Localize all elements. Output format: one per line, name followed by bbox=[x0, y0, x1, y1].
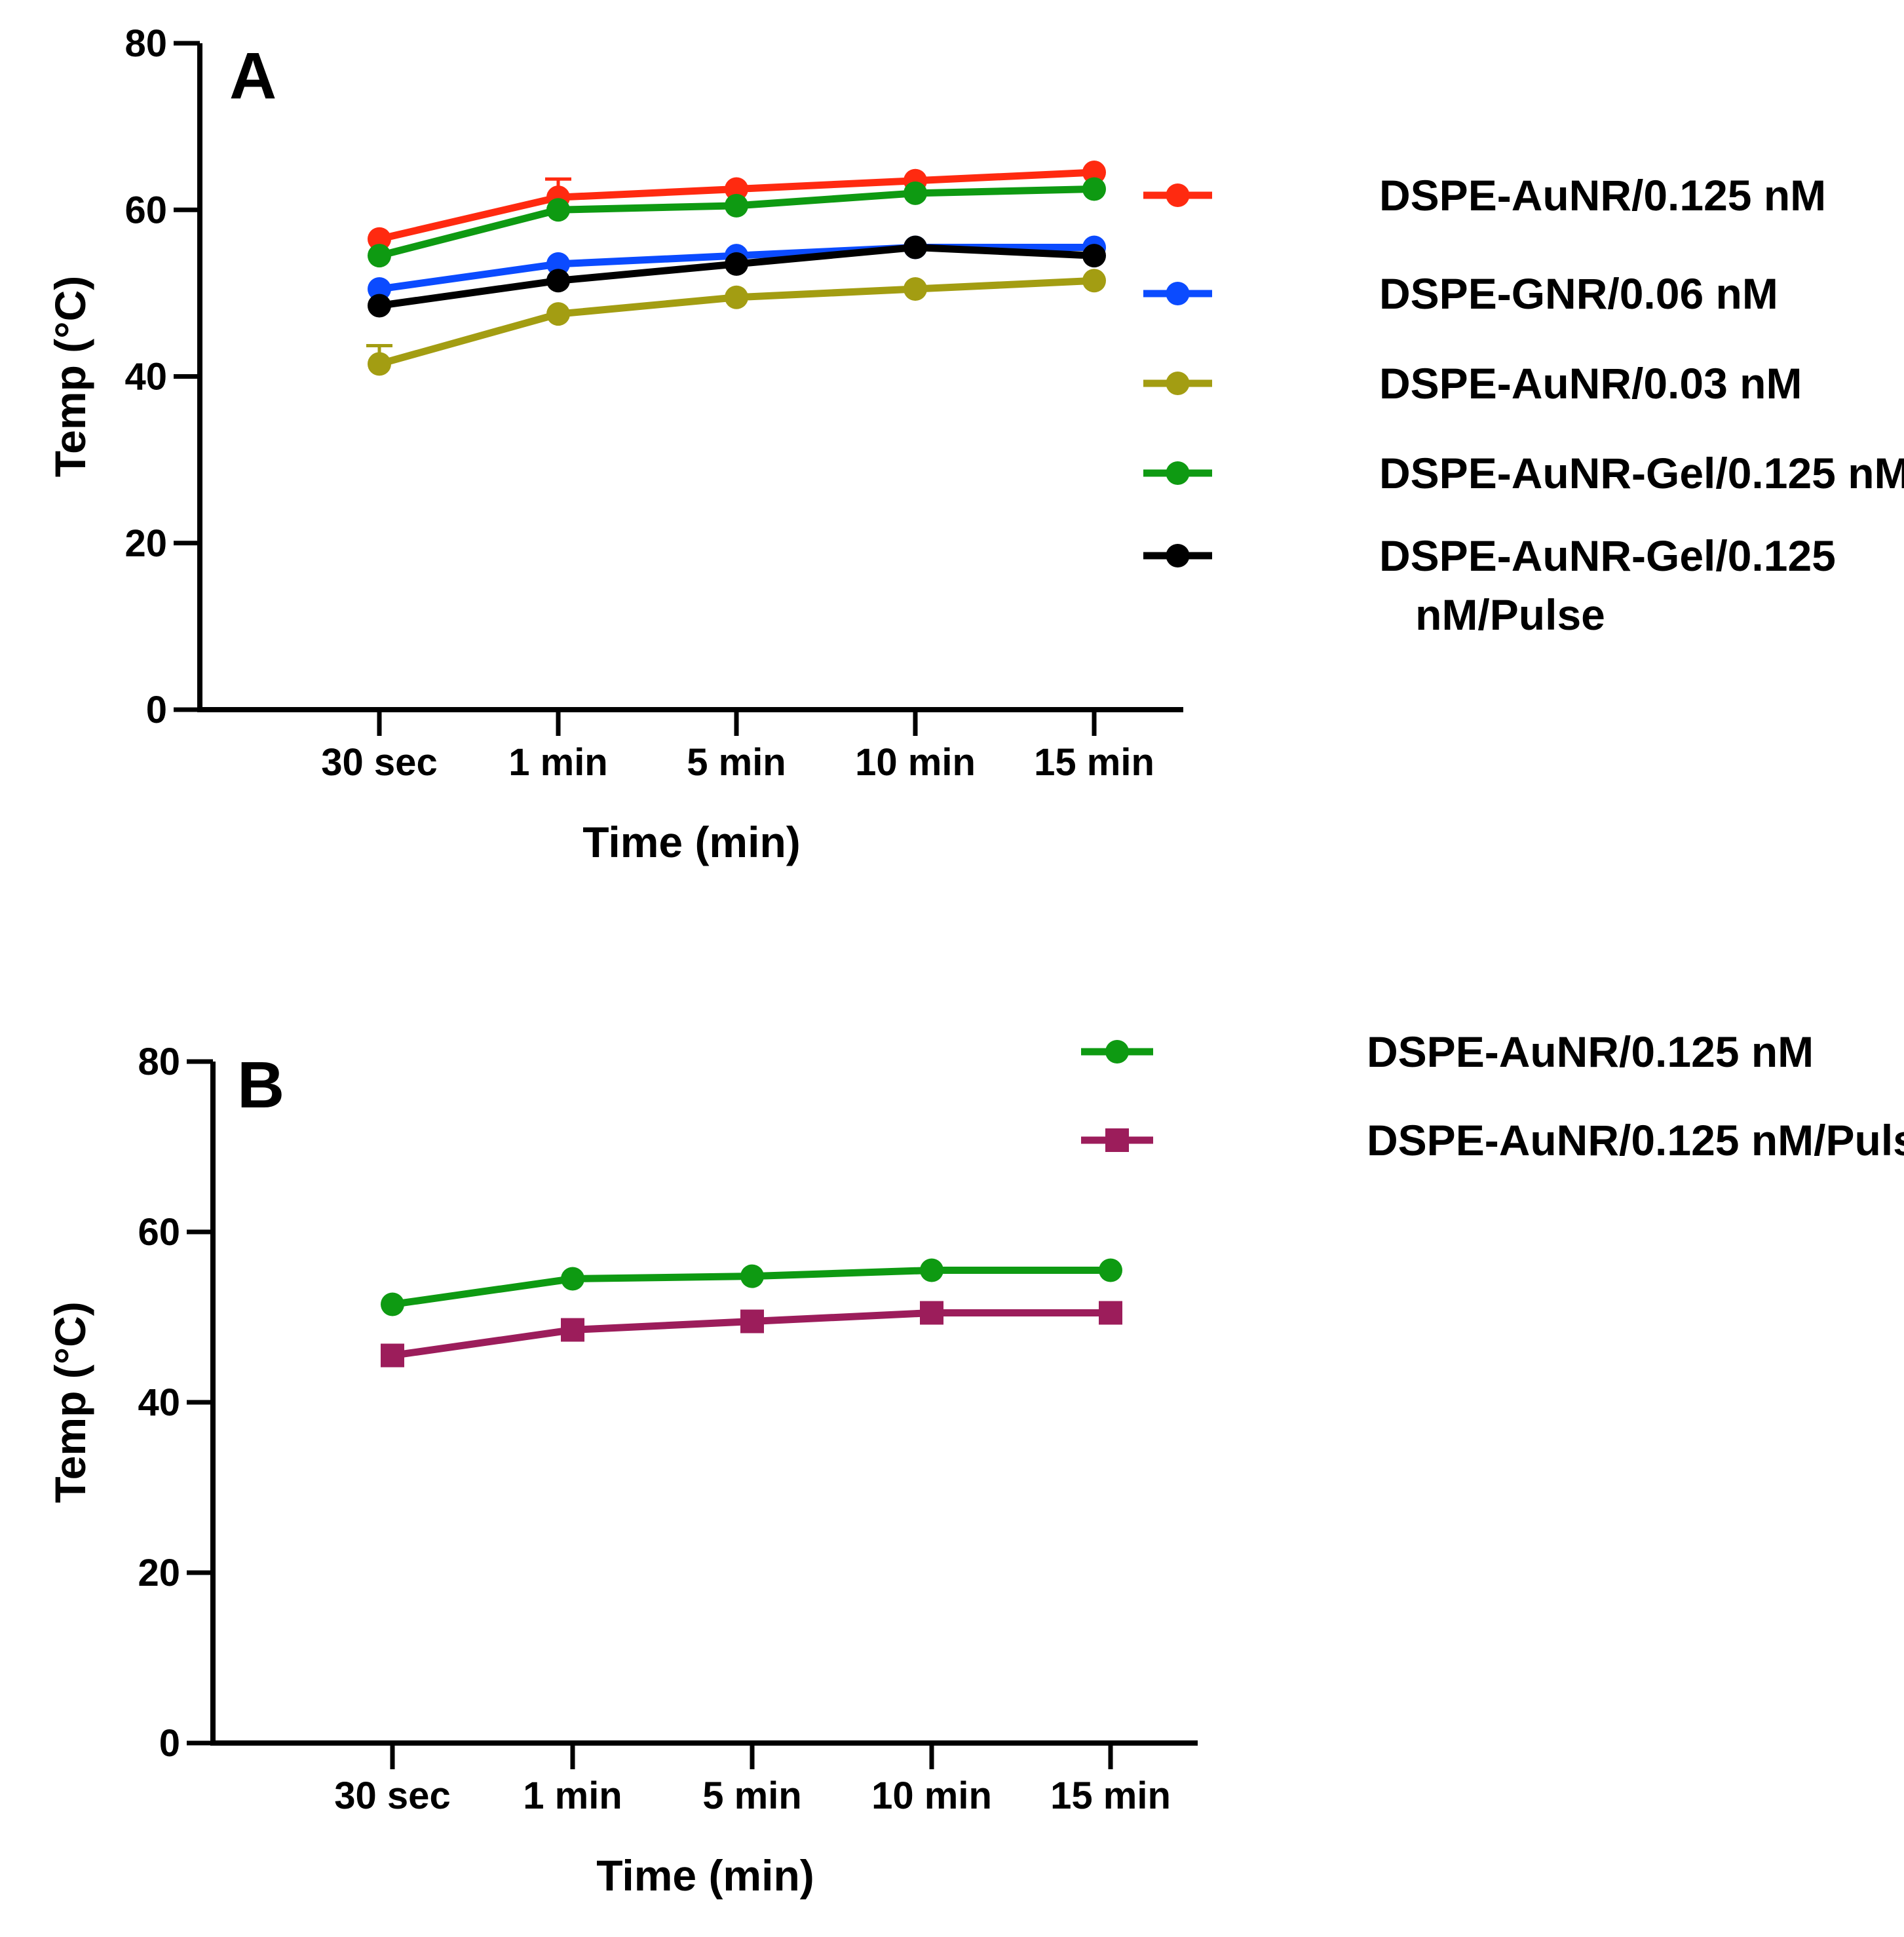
panel-a-data-point bbox=[1082, 244, 1106, 268]
panel-b-data-point bbox=[381, 1292, 404, 1316]
panel-a-data-point bbox=[546, 198, 570, 222]
panel-a-data-point bbox=[904, 181, 927, 205]
panel-b-x-tick-label: 30 sec bbox=[334, 1774, 450, 1817]
panel-a-chart: 0 20 40 60 80 30 sec 1 min 5 min 10 min 15 min Tim… bbox=[46, 22, 1904, 866]
panel-a-y-tick-label: 60 bbox=[124, 189, 167, 231]
panel-b-x-tick-label: 15 min bbox=[1050, 1774, 1171, 1817]
panel-a-series-5 bbox=[368, 235, 1106, 318]
panel-b-data-point bbox=[561, 1267, 584, 1291]
panel-b-series-2 bbox=[381, 1301, 1122, 1368]
panel-b-data-point bbox=[381, 1343, 404, 1368]
panel-a-data-point bbox=[725, 193, 748, 218]
panel-b-legend-item: DSPE-AuNR/0.125 nM bbox=[1081, 1027, 1814, 1076]
panel-b-legend-swatch-marker bbox=[1105, 1040, 1129, 1064]
panel-b-x-tick-label: 10 min bbox=[871, 1774, 992, 1817]
panel-a-x-tick-label: 10 min bbox=[855, 741, 976, 784]
panel-a-legend-swatch-marker bbox=[1166, 183, 1190, 207]
panel-a-data-point bbox=[1082, 269, 1106, 293]
panel-b-legend-label: DSPE-AuNR/0.125 nM bbox=[1367, 1027, 1814, 1076]
panel-b-data-point bbox=[1099, 1258, 1122, 1282]
panel-a-data-point bbox=[725, 252, 748, 276]
panel-a-x-tick-label: 30 sec bbox=[321, 741, 437, 784]
panel-a-data-point bbox=[546, 252, 570, 276]
panel-a-data-point bbox=[904, 235, 927, 259]
panel-b-data-point bbox=[561, 1318, 584, 1342]
panel-a-legend-item: DSPE-AuNR/0.125 nM bbox=[1143, 171, 1826, 220]
panel-a-y-tick-label: 20 bbox=[124, 522, 167, 565]
panel-b-y-tick-label: 40 bbox=[138, 1381, 180, 1424]
panel-a-data-point bbox=[368, 277, 391, 301]
panel-b-legend-item: DSPE-AuNR/0.125 nM/Pulse bbox=[1081, 1116, 1904, 1164]
panel-a-series-3 bbox=[366, 269, 1106, 376]
panel-b-x-tick-label: 1 min bbox=[523, 1774, 622, 1817]
panel-a-legend-label: DSPE-AuNR-Gel/0.125 nM bbox=[1379, 449, 1904, 497]
panel-a-data-point bbox=[546, 302, 570, 326]
panel-a-y-tick-label: 0 bbox=[146, 689, 167, 731]
panel-a-y-tick-label: 80 bbox=[124, 22, 167, 65]
panel-b-x-axis-title: Time (min) bbox=[596, 1851, 814, 1900]
panel-a-data-point bbox=[368, 352, 391, 376]
panel-a-legend-label-continued: nM/Pulse bbox=[1415, 590, 1605, 639]
panel-b-y-tick-label: 0 bbox=[159, 1722, 180, 1765]
panel-a-x-tick-label: 5 min bbox=[687, 741, 786, 784]
panel-a-legend-label: DSPE-GNR/0.06 nM bbox=[1379, 269, 1778, 318]
panel-b-y-tick-label: 60 bbox=[138, 1211, 180, 1254]
panel-b-data-point bbox=[740, 1309, 764, 1333]
panel-b-data-point bbox=[920, 1258, 943, 1282]
panel-a-legend-swatch-marker bbox=[1166, 372, 1190, 395]
panel-b-chart: 0 20 40 60 80 30 sec 1 min 5 min 10 min 15 min Tim… bbox=[46, 1027, 1904, 1900]
panel-a-panel-letter: A bbox=[229, 39, 276, 113]
panel-a-data-point bbox=[546, 269, 570, 293]
panel-b-panel-letter: B bbox=[237, 1048, 284, 1122]
panel-a-data-point bbox=[1082, 161, 1106, 185]
panel-a-data-point bbox=[725, 285, 748, 309]
panel-a-legend-swatch-marker bbox=[1166, 544, 1190, 567]
panel-a-legend-label: DSPE-AuNR/0.125 nM bbox=[1379, 171, 1826, 220]
panel-a-data-point bbox=[368, 227, 391, 251]
panel-b-y-tick-label: 20 bbox=[138, 1552, 180, 1594]
panel-a-data-point bbox=[368, 294, 391, 318]
panel-b-y-axis-title: Temp (°C) bbox=[46, 1301, 94, 1503]
panel-b-series-1 bbox=[381, 1258, 1122, 1316]
panel-a-x-tick-label: 1 min bbox=[508, 741, 608, 784]
panel-a-y-tick-label: 40 bbox=[124, 356, 167, 398]
panel-a-legend-item: DSPE-AuNR-Gel/0.125 nM bbox=[1143, 449, 1904, 497]
panel-a-y-axis-title: Temp (°C) bbox=[46, 276, 94, 477]
panel-a-legend-item: DSPE-AuNR/0.03 nM bbox=[1143, 359, 1802, 408]
panel-b-y-tick-label: 80 bbox=[138, 1041, 180, 1083]
panel-a-legend-swatch-marker bbox=[1166, 282, 1190, 305]
panel-a-x-tick-label: 15 min bbox=[1034, 741, 1154, 784]
panel-b-data-point bbox=[740, 1264, 764, 1288]
panel-a-data-point bbox=[1082, 177, 1106, 201]
panel-b-x-tick-label: 5 min bbox=[702, 1774, 802, 1817]
panel-a-legend-label: DSPE-AuNR/0.03 nM bbox=[1379, 359, 1802, 408]
panel-a-data-point bbox=[904, 277, 927, 301]
panel-a-legend-item: DSPE-AuNR-Gel/0.125 nM/Pulse bbox=[1143, 531, 1836, 639]
panel-a-legend-label: DSPE-AuNR-Gel/0.125 bbox=[1379, 531, 1836, 580]
panel-a-legend-item: DSPE-GNR/0.06 nM bbox=[1143, 269, 1778, 318]
panel-b-legend-swatch-marker bbox=[1105, 1128, 1129, 1152]
panel-a-data-point bbox=[725, 177, 748, 201]
panel-a-data-point bbox=[368, 244, 391, 268]
panel-a-x-axis-title: Time (min) bbox=[582, 818, 800, 866]
panel-b-data-point bbox=[920, 1301, 943, 1325]
panel-b-legend-label: DSPE-AuNR/0.125 nM/Pulse bbox=[1367, 1116, 1904, 1164]
panel-a-legend-swatch-marker bbox=[1166, 461, 1190, 485]
panel-b-data-point bbox=[1099, 1301, 1122, 1325]
panel-a-series-4 bbox=[368, 177, 1106, 268]
